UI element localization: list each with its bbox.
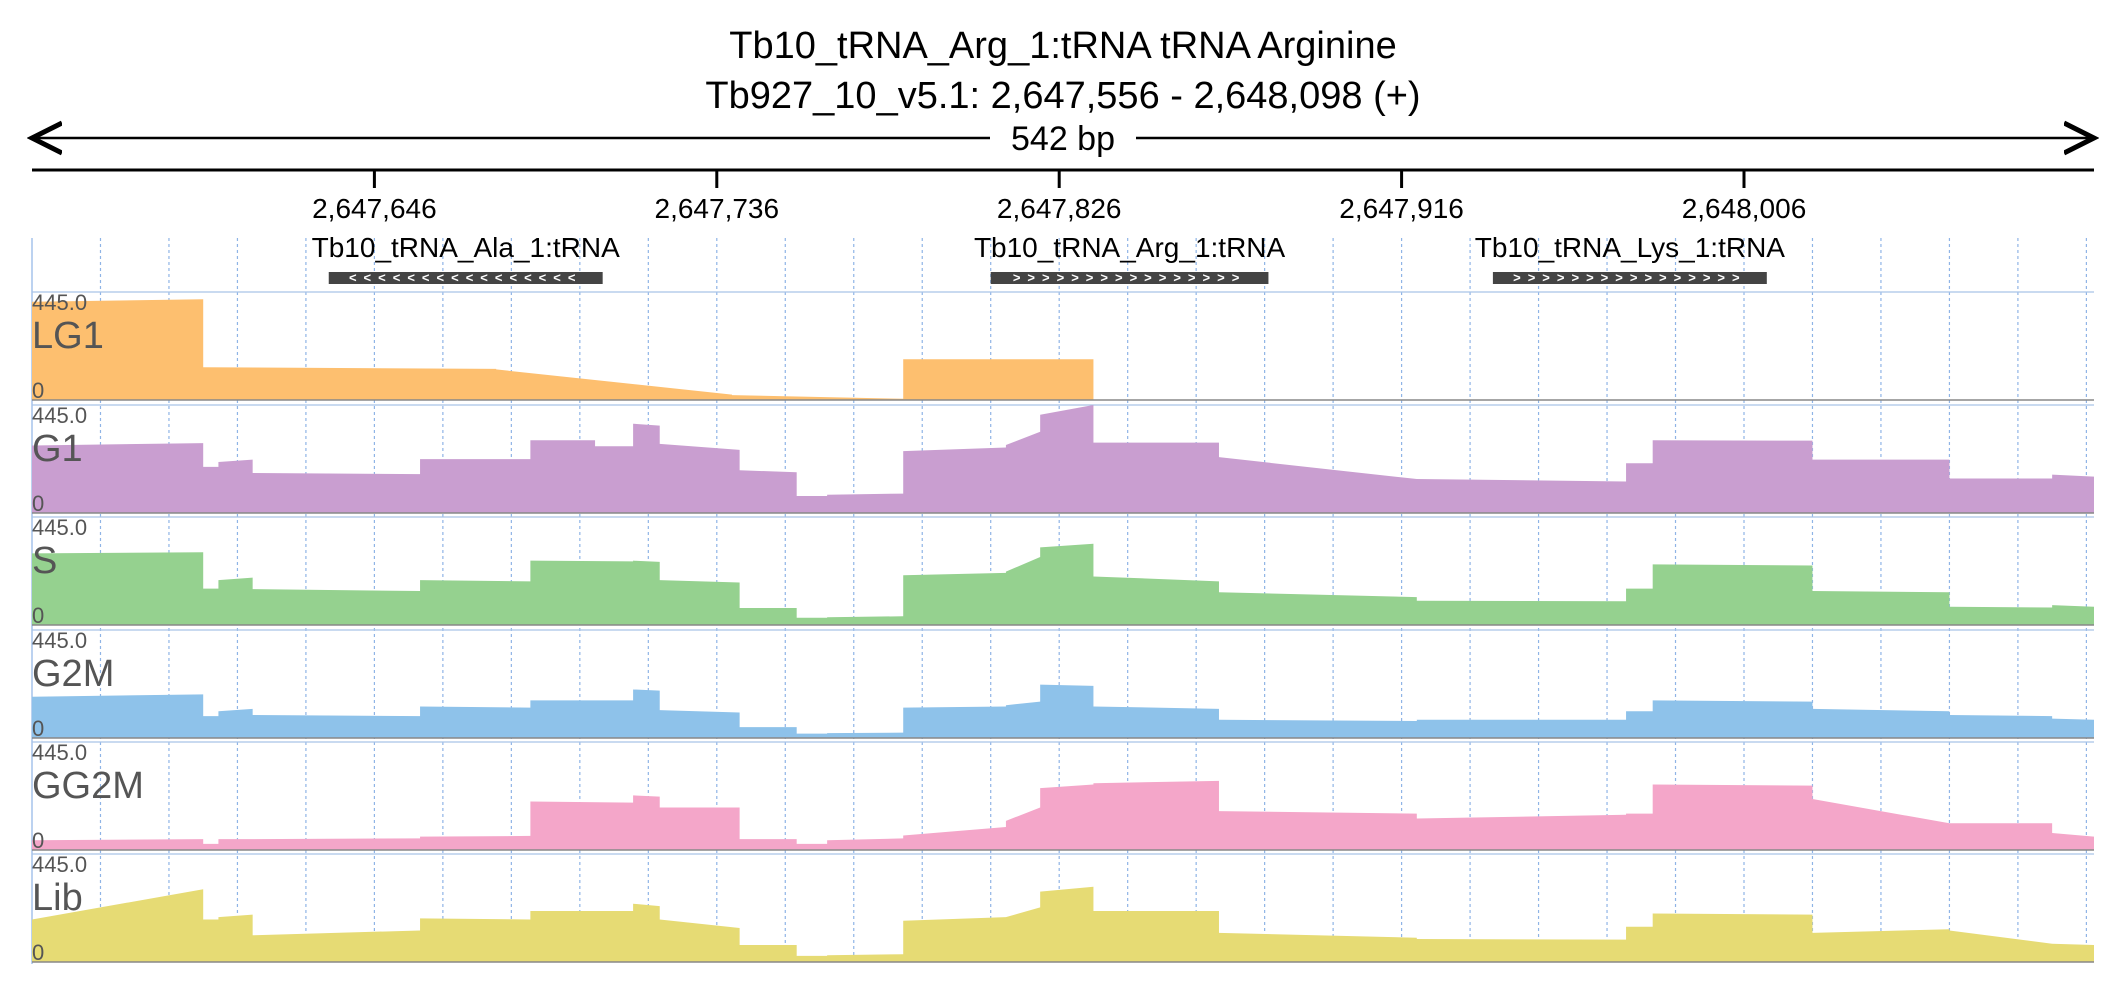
strand-arrows: <<<<<<<<<<<<<<<< <box>349 270 582 285</box>
coverage-area <box>32 886 2094 962</box>
strand-arrows: >>>>>>>>>>>>>>>> <box>1013 270 1246 285</box>
coverage-area <box>32 299 1094 400</box>
track-ymin-label: 0 <box>32 491 44 516</box>
x-tick-label: 2,648,006 <box>1682 193 1807 224</box>
gene-label: Tb10_tRNA_Arg_1:tRNA <box>974 232 1286 263</box>
track-ymax-label: 445.0 <box>32 852 87 877</box>
track-ymax-label: 445.0 <box>32 290 87 315</box>
track-ymin-label: 0 <box>32 378 44 403</box>
x-tick-label: 2,647,646 <box>312 193 437 224</box>
track-ymin-label: 0 <box>32 716 44 741</box>
strand-arrows: >>>>>>>>>>>>>>>> <box>1513 270 1746 285</box>
coverage-area <box>32 543 2094 625</box>
track-name: S <box>32 540 57 582</box>
span-label: 542 bp <box>1011 120 1115 158</box>
coverage-area <box>32 405 2094 513</box>
span-label-bg <box>990 118 1136 158</box>
coverage-tracks: 445.0LG10445.0G10445.0S0445.0G2M0445.0GG… <box>32 290 2094 965</box>
track-ymax-label: 445.0 <box>32 403 87 428</box>
track-ymin-label: 0 <box>32 828 44 853</box>
track-name: LG1 <box>32 315 104 357</box>
gene-label: Tb10_tRNA_Lys_1:tRNA <box>1475 232 1786 263</box>
track-s: 445.0S 0 <box>32 515 2094 628</box>
x-tick-label: 2,647,916 <box>1339 193 1464 224</box>
chart-title: Tb10_tRNA_Arg_1:tRNA tRNA Arginine <box>729 25 1396 67</box>
gene-label: Tb10_tRNA_Ala_1:tRNA <box>312 232 620 263</box>
x-axis-ticks: 2,647,646 2,647,736 2,647,826 2,647,916 2,64… <box>312 170 1806 224</box>
gene-bar <box>328 272 603 284</box>
track-name: GG2M <box>32 765 144 807</box>
track-g1: 445.0G1 0 <box>32 403 2094 516</box>
track-ymax-label: 445.0 <box>32 515 87 540</box>
track-ymax-label: 445.0 <box>32 740 87 765</box>
track-ymin-label: 0 <box>32 940 44 965</box>
track-ymax-label: 445.0 <box>32 628 87 653</box>
track-ymin-label: 0 <box>32 603 44 628</box>
coverage-area <box>32 684 2094 738</box>
track-name: G1 <box>32 428 83 470</box>
track-name: G2M <box>32 653 114 695</box>
coverage-area <box>32 780 2094 850</box>
gene-annotations: Tb10_tRNA_Ala_1:tRNA <<<<<<<<<<<<<<<< Tb10… <box>312 232 1786 285</box>
gene-bar <box>1492 272 1767 284</box>
x-tick-label: 2,647,826 <box>997 193 1122 224</box>
gene-bar <box>990 272 1269 284</box>
track-name: Lib <box>32 877 83 919</box>
x-tick-label: 2,647,736 <box>655 193 780 224</box>
chart-subtitle: Tb927_10_v5.1: 2,647,556 - 2,648,098 (+) <box>705 75 1420 117</box>
